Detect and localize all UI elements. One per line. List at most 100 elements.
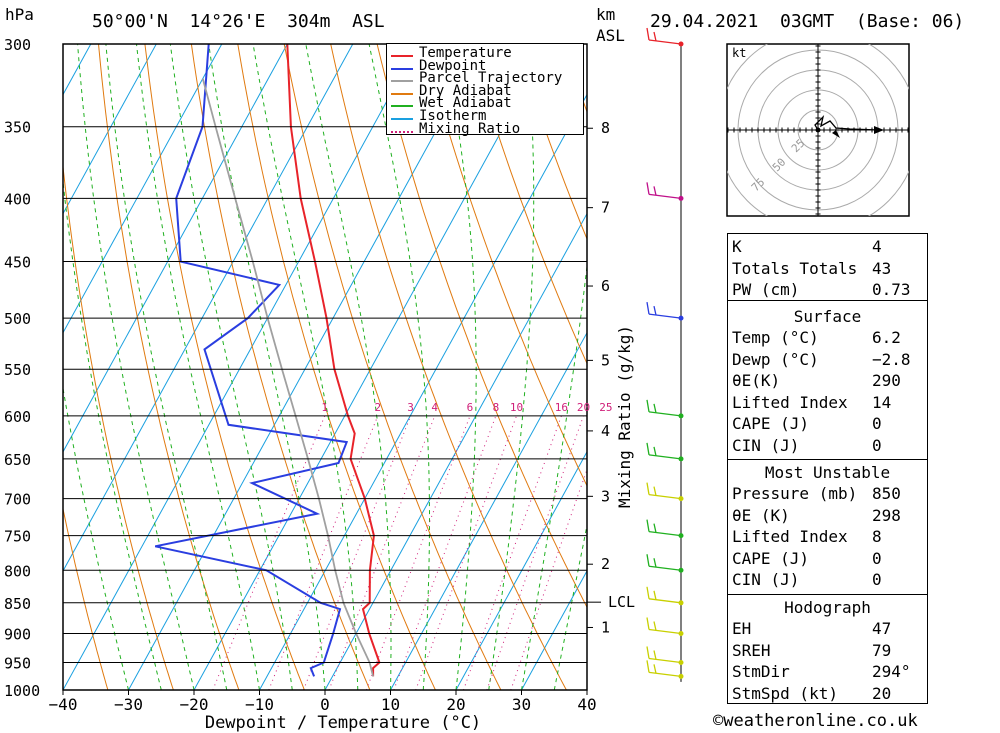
- table-row-label: θE(K): [732, 371, 781, 391]
- legend-label: Mixing Ratio: [419, 120, 521, 137]
- x-tick-label: −20: [180, 695, 209, 714]
- table-row-value: 0: [872, 414, 882, 434]
- mixing-ratio-line: [463, 415, 562, 690]
- legend-swatch: [391, 92, 413, 95]
- wind-barb: [646, 660, 684, 679]
- table-row: CIN (J) 0: [732, 436, 923, 457]
- wind-barb-shaft: [648, 530, 682, 537]
- table-row: StmDir 294°: [732, 662, 923, 683]
- temperature-profile: [286, 44, 381, 677]
- legend: Temperature Dewpoint Parcel Trajectory Dry …: [386, 43, 585, 137]
- table-row: Temp (°C) 6.2: [732, 328, 923, 349]
- wet-adiabat: [443, 44, 477, 690]
- wind-barb-flag: [646, 554, 650, 567]
- pressure-tick-label: 800: [4, 562, 31, 580]
- storm-motion-marker: [832, 130, 840, 138]
- km-unit-label: km: [596, 5, 616, 24]
- wind-barb-flag: [653, 31, 657, 42]
- table-row-value: 294°: [872, 662, 911, 682]
- mixing-ratio-value-label: 8: [493, 401, 500, 414]
- pressure-tick-label: 400: [4, 190, 31, 208]
- wind-barb-flag: [646, 482, 650, 495]
- isotherm-line: [0, 0, 14, 690]
- x-tick-label: 40: [577, 695, 596, 714]
- most-unstable-panel: Most Unstable Pressure (mb) 850 θE (K) 298 L…: [727, 459, 928, 595]
- wind-barb: [646, 301, 684, 321]
- legend-label: Dewpoint: [419, 57, 487, 74]
- mixing-ratio-value-label: 6: [467, 401, 474, 414]
- wind-barb-shaft: [648, 454, 682, 460]
- dry-adiabat: [144, 44, 305, 690]
- legend-swatch: [391, 105, 413, 108]
- hodograph-unit-label: kt: [732, 46, 746, 60]
- height-tick-label: 1: [601, 618, 610, 636]
- dry-adiabat: [515, 44, 587, 241]
- mixing-ratio-value-label: 2: [374, 401, 381, 414]
- legend-item: Wet Adiabat: [387, 96, 585, 111]
- wind-barb-shaft: [648, 39, 682, 45]
- table-row-value: 0: [872, 548, 882, 568]
- wind-barb-shaft: [648, 671, 682, 678]
- surface-panel: Surface Temp (°C) 6.2 Dewp (°C) −2.8 θE(K) 29…: [727, 300, 928, 460]
- wet-adiabat: [368, 44, 430, 690]
- x-tick-label: 30: [512, 695, 531, 714]
- wind-barb-flag: [653, 558, 657, 568]
- wind-barb-flag: [646, 442, 650, 455]
- height-tick-label: 6: [601, 277, 610, 295]
- table-row-label: Dewp (°C): [732, 349, 819, 369]
- pressure-tick-label: 350: [4, 119, 31, 137]
- dry-adiabat: [63, 162, 174, 690]
- table-row: θE (K) 298: [732, 506, 923, 527]
- height-tick-label: 7: [601, 199, 610, 217]
- x-tick-label: 20: [446, 695, 465, 714]
- wind-barb-flag: [646, 646, 650, 659]
- table-row: CAPE (J) 0: [732, 549, 923, 570]
- dry-adiabat: [971, 26, 1000, 690]
- wind-barb-flag: [646, 27, 650, 41]
- wind-barb: [646, 519, 684, 539]
- copyright-link[interactable]: ©weatheronline.co.uk: [713, 711, 918, 731]
- wind-barb: [646, 482, 684, 502]
- table-row: Pressure (mb) 850: [732, 484, 923, 505]
- wind-barb-shaft: [648, 565, 682, 571]
- wind-barb-shaft: [648, 193, 682, 200]
- pressure-tick-label: 650: [4, 451, 31, 469]
- wind-barb: [646, 617, 684, 636]
- height-tick-label: 8: [601, 119, 610, 137]
- wet-adiabat: [208, 44, 326, 690]
- wet-adiabat: [136, 44, 260, 690]
- table-row-label: Pressure (mb): [732, 484, 858, 503]
- hodograph-table-title: Hodograph: [784, 598, 871, 617]
- wet-adiabat: [521, 262, 587, 690]
- table-row: Lifted Index 8: [732, 527, 923, 548]
- hodograph-origin-dot: [815, 127, 821, 133]
- table-row-value: 0.73: [872, 280, 911, 300]
- wind-barb-flag: [653, 186, 657, 196]
- legend-item: Parcel Trajectory: [387, 71, 585, 86]
- x-axis-label: Dewpoint / Temperature (°C): [205, 713, 481, 733]
- legend-label: Isotherm: [419, 108, 487, 124]
- table-row: CIN (J) 0: [732, 570, 923, 591]
- table-row-value: 0: [872, 436, 882, 455]
- legend-item: Temperature: [387, 46, 585, 61]
- table-row-label: CAPE (J): [732, 548, 810, 568]
- legend-swatch: [391, 67, 413, 70]
- dry-adiabat: [469, 44, 587, 365]
- table-row-label: CIN (J): [732, 570, 800, 590]
- table-row: SREH 79: [732, 641, 923, 662]
- table-row-value: 6.2: [872, 328, 901, 347]
- lcl-label: LCL: [608, 593, 635, 611]
- x-tick-label: 10: [381, 695, 400, 714]
- mixing-ratio-value-label: 1: [321, 401, 328, 414]
- mixing-ratio-line: [268, 415, 379, 690]
- pressure-tick-label: 600: [4, 408, 31, 426]
- wind-barb-flag: [646, 617, 650, 630]
- wind-barb-flag: [653, 403, 657, 414]
- table-row-label: StmSpd (kt): [732, 683, 838, 703]
- wind-barb-flag: [646, 519, 650, 532]
- dry-adiabat: [925, 26, 1000, 690]
- mixing-ratio-line: [510, 468, 587, 690]
- pressure-tick-label: 850: [4, 595, 31, 613]
- table-row: StmSpd (kt) 20: [732, 684, 923, 705]
